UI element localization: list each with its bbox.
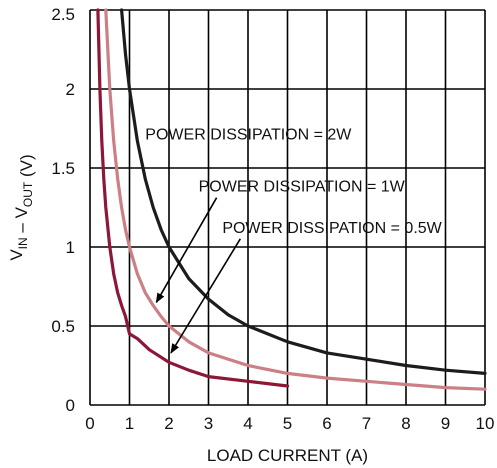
grid [89,9,486,406]
annotation-0-5w: POWER DISSIPATION = 0.5W [222,220,442,237]
x-tick-label: 1 [125,414,134,433]
series-line-1w [104,8,487,391]
x-tick-label: 5 [283,414,292,433]
x-tick-label: 10 [476,414,495,433]
annotation-2w: POWER DISSIPATION = 2W [145,127,352,144]
y-axis-label-subscript: IN [16,237,30,249]
y-axis-label-part: V [7,249,26,261]
y-tick-label: 0.5 [51,317,75,336]
annotation-arrow-0-5w [170,238,242,354]
x-tick-label: 6 [322,414,331,433]
annotations-group: POWER DISSIPATION = 2W POWER DISSIPATION … [145,127,443,354]
x-tick-label: 7 [362,414,371,433]
x-tick-label: 8 [401,414,410,433]
y-axis-label-part: – V [12,206,31,237]
x-tick-label: 3 [204,414,213,433]
y-tick-label: 2 [66,80,75,99]
y-axis-label: VIN – VOUT (V) [7,154,36,260]
tick-labels: 0 1 2 3 4 5 6 7 8 9 10 0 0.5 1 1.5 2 2.5 [51,5,494,433]
y-axis-label-part: (V) [17,154,36,181]
x-tick-label: 0 [85,414,94,433]
annotation-1w: POWER DISSIPATION = 1W [199,179,406,196]
x-tick-label: 4 [243,414,252,433]
annotation-arrow-1w [155,197,218,304]
y-tick-label: 1 [66,238,75,257]
series-group [96,8,487,391]
x-axis-label: LOAD CURRENT (A) [207,446,368,465]
x-tick-label: 9 [441,414,450,433]
y-axis-label-subscript: OUT [21,181,35,207]
y-tick-label: 1.5 [51,159,75,178]
y-tick-label: 2.5 [51,5,75,24]
y-tick-label: 0 [66,396,75,415]
series-line-2w [120,8,487,375]
x-tick-label: 2 [164,414,173,433]
series-line-0-5w [96,8,290,388]
